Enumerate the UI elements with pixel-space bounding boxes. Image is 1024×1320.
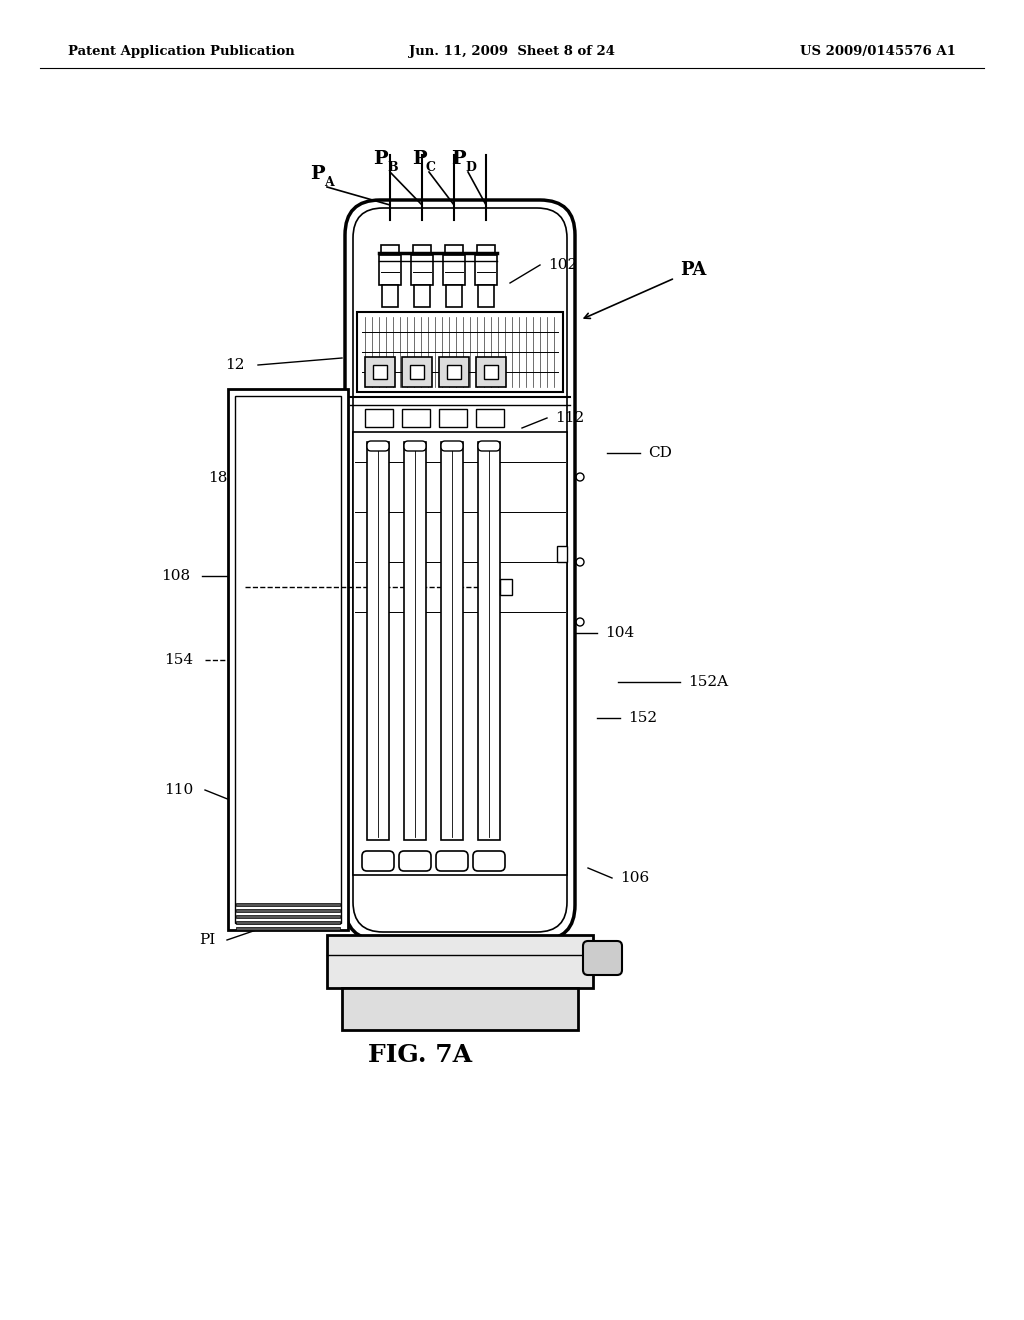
Bar bbox=[413, 246, 431, 255]
Bar bbox=[476, 356, 506, 387]
Text: 110: 110 bbox=[164, 783, 193, 797]
Bar bbox=[236, 903, 340, 906]
Bar bbox=[379, 255, 401, 285]
Text: 112: 112 bbox=[555, 411, 585, 425]
Bar bbox=[402, 356, 432, 387]
Bar bbox=[443, 255, 465, 285]
Text: CD: CD bbox=[648, 446, 672, 459]
Bar bbox=[484, 366, 498, 379]
Bar bbox=[478, 442, 500, 840]
Bar bbox=[439, 356, 469, 387]
FancyBboxPatch shape bbox=[367, 441, 389, 451]
Bar bbox=[477, 246, 495, 255]
Bar bbox=[353, 432, 567, 875]
Text: Patent Application Publication: Patent Application Publication bbox=[68, 45, 295, 58]
Bar bbox=[327, 935, 593, 987]
Text: A: A bbox=[324, 176, 334, 189]
Text: P: P bbox=[373, 150, 388, 168]
Bar bbox=[365, 409, 393, 426]
Bar bbox=[357, 312, 563, 392]
Text: P: P bbox=[310, 165, 325, 183]
Bar bbox=[228, 389, 348, 931]
Bar bbox=[373, 366, 387, 379]
Bar bbox=[236, 915, 340, 917]
Text: US 2009/0145576 A1: US 2009/0145576 A1 bbox=[800, 45, 956, 58]
Bar bbox=[500, 579, 512, 595]
Text: 152: 152 bbox=[628, 711, 657, 725]
Text: 106: 106 bbox=[620, 871, 649, 884]
Text: C: C bbox=[426, 161, 436, 174]
Bar bbox=[478, 285, 494, 308]
Text: 18: 18 bbox=[209, 471, 228, 484]
FancyBboxPatch shape bbox=[404, 441, 426, 451]
Bar bbox=[439, 409, 467, 426]
Text: P: P bbox=[451, 150, 466, 168]
Bar bbox=[234, 396, 341, 923]
Bar bbox=[410, 366, 424, 379]
FancyBboxPatch shape bbox=[345, 201, 575, 940]
Bar bbox=[404, 442, 426, 840]
Bar bbox=[446, 285, 462, 308]
Bar bbox=[411, 255, 433, 285]
Text: PA: PA bbox=[680, 261, 707, 279]
Text: D: D bbox=[465, 161, 476, 174]
Bar bbox=[441, 442, 463, 840]
Bar bbox=[557, 546, 567, 562]
Text: P: P bbox=[412, 150, 427, 168]
FancyBboxPatch shape bbox=[441, 441, 463, 451]
Text: B: B bbox=[387, 161, 397, 174]
Text: 154: 154 bbox=[164, 653, 193, 667]
Bar bbox=[367, 442, 389, 840]
Text: 102: 102 bbox=[548, 257, 578, 272]
Text: PI: PI bbox=[199, 933, 215, 946]
Bar bbox=[445, 246, 463, 255]
Bar bbox=[475, 255, 497, 285]
FancyBboxPatch shape bbox=[583, 941, 622, 975]
Text: 12: 12 bbox=[225, 358, 245, 372]
FancyBboxPatch shape bbox=[362, 851, 394, 871]
FancyBboxPatch shape bbox=[473, 851, 505, 871]
Text: 108: 108 bbox=[161, 569, 190, 583]
Bar bbox=[342, 987, 578, 1030]
FancyBboxPatch shape bbox=[478, 441, 500, 451]
Bar bbox=[236, 927, 340, 931]
Bar bbox=[447, 366, 461, 379]
FancyBboxPatch shape bbox=[436, 851, 468, 871]
Text: Jun. 11, 2009  Sheet 8 of 24: Jun. 11, 2009 Sheet 8 of 24 bbox=[409, 45, 615, 58]
Text: FIG. 7A: FIG. 7A bbox=[368, 1043, 472, 1067]
FancyBboxPatch shape bbox=[399, 851, 431, 871]
Bar bbox=[236, 921, 340, 924]
Bar bbox=[402, 409, 430, 426]
Bar bbox=[382, 285, 398, 308]
Bar bbox=[365, 356, 395, 387]
Text: 152A: 152A bbox=[688, 675, 728, 689]
Text: 104: 104 bbox=[605, 626, 634, 640]
Bar bbox=[476, 409, 504, 426]
Bar bbox=[236, 909, 340, 912]
Bar bbox=[414, 285, 430, 308]
Bar bbox=[381, 246, 399, 255]
